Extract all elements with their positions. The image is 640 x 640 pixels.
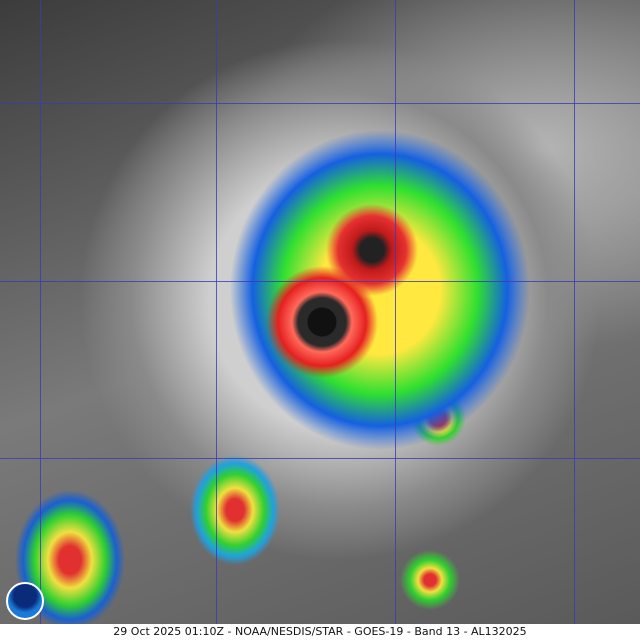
latitude-gridline [0,103,640,104]
latitude-gridline [0,458,640,459]
longitude-gridline [216,0,217,624]
noaa-logo-icon [6,582,44,620]
longitude-gridline [40,0,41,624]
image-caption: 29 Oct 2025 01:10Z - NOAA/NESDIS/STAR - … [0,624,640,640]
longitude-gridline [395,0,396,624]
satellite-image-hurricane [0,0,640,624]
longitude-gridline [574,0,575,624]
latitude-gridline [0,281,640,282]
